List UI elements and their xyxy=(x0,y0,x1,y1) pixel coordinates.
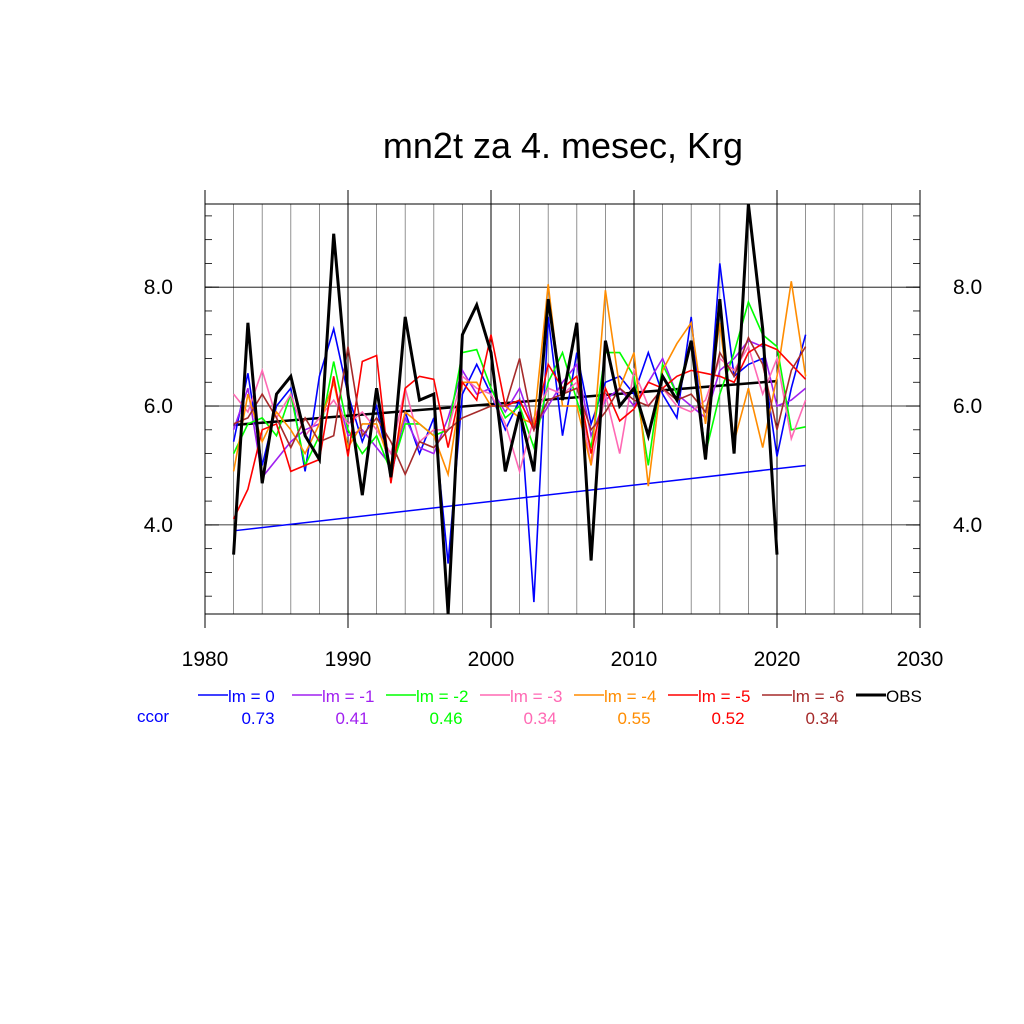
tick-labels: 1980 1990 2000 2010 2020 2030 4.0 4.0 6.0 6.0 8.0 8… xyxy=(144,276,982,671)
x-tick-label: 1980 xyxy=(182,648,229,671)
series-line xyxy=(232,334,807,520)
y-tick-label: 6.0 xyxy=(144,395,173,418)
legend-label: lm = -3 xyxy=(510,687,562,706)
x-tick-label: 2020 xyxy=(754,648,801,671)
y-tick-label-right: 4.0 xyxy=(953,514,982,537)
series-line xyxy=(232,203,779,615)
trend-line xyxy=(233,464,806,532)
ccor-value: 0.46 xyxy=(429,709,462,728)
axis-ticks xyxy=(204,190,921,628)
x-tick-label: 2030 xyxy=(897,648,944,671)
x-tick-label: 1990 xyxy=(325,648,372,671)
legend-label: lm = 0 xyxy=(228,687,275,706)
legend-label: lm = -6 xyxy=(792,687,844,706)
x-tick-label: 2000 xyxy=(468,648,515,671)
ccor-value: 0.41 xyxy=(335,709,368,728)
x-tick-label: 2010 xyxy=(611,648,658,671)
y-tick-label: 4.0 xyxy=(144,514,173,537)
y-tick-label: 8.0 xyxy=(144,276,173,299)
y-tick-label-right: 6.0 xyxy=(953,395,982,418)
ccor-value: 0.34 xyxy=(523,709,556,728)
gridlines xyxy=(205,204,920,614)
series-line xyxy=(232,299,806,474)
ccor-value: 0.52 xyxy=(711,709,744,728)
legend-label: lm = -2 xyxy=(416,687,468,706)
ccor-value: 0.73 xyxy=(241,709,274,728)
legend-label: OBS xyxy=(886,687,922,706)
legend: lm = 0 0.73 lm = -1 0.41 lm = -2 0.46 lm = -3 0… xyxy=(198,687,922,728)
legend-label: lm = -5 xyxy=(698,687,750,706)
ccor-value: 0.34 xyxy=(805,709,838,728)
ccor-label: ccor xyxy=(137,707,169,726)
chart-title: mn2t za 4. mesec, Krg xyxy=(383,125,743,166)
plot-frame xyxy=(204,203,921,615)
legend-label: lm = -4 xyxy=(604,687,656,706)
series-lines xyxy=(232,203,807,615)
y-tick-label-right: 8.0 xyxy=(953,276,982,299)
ccor-value: 0.55 xyxy=(617,709,650,728)
legend-label: lm = -1 xyxy=(322,687,374,706)
